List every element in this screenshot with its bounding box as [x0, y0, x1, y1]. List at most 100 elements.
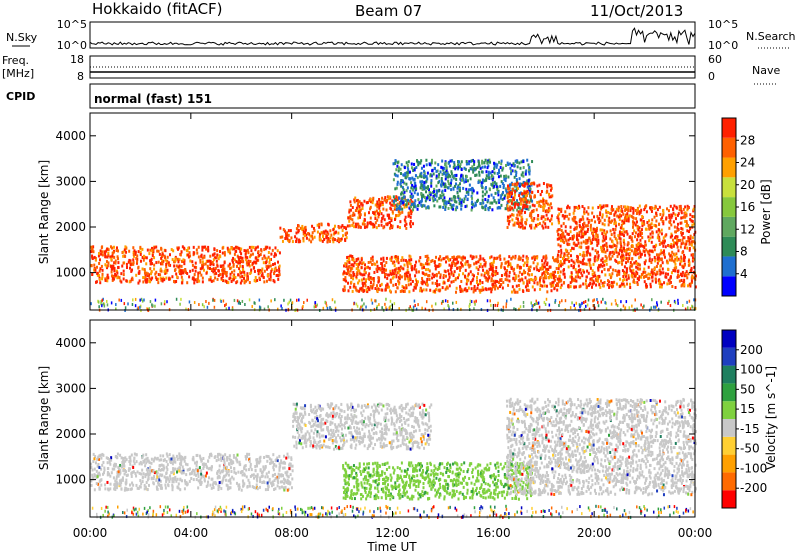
power-cell — [180, 275, 183, 279]
power-cell — [686, 204, 689, 208]
power-cell — [603, 280, 606, 284]
power-cell — [357, 198, 360, 202]
power-cell — [486, 166, 489, 170]
power-cell — [607, 268, 610, 272]
power-cell — [499, 174, 502, 178]
power-cell — [650, 268, 653, 272]
power-cell — [97, 254, 100, 258]
power-cell — [684, 205, 687, 209]
power-cell — [519, 182, 522, 186]
power-cell — [247, 251, 250, 255]
power-cell — [580, 271, 583, 275]
power-cell — [308, 238, 311, 242]
power-cell — [347, 281, 350, 285]
power-cell — [572, 234, 575, 238]
power-cell — [355, 272, 358, 276]
power-cell — [549, 219, 552, 223]
power-cell — [485, 178, 488, 182]
power-cell — [612, 227, 615, 231]
power-cell — [212, 270, 215, 274]
power-cell — [618, 248, 621, 252]
power-cell — [459, 197, 462, 201]
power-cell — [508, 192, 511, 196]
power-cell — [243, 249, 246, 253]
power-cell — [600, 205, 603, 209]
power-cell — [458, 182, 461, 186]
power-cell — [478, 258, 481, 262]
power-cell — [411, 279, 414, 283]
power-cell — [545, 267, 548, 271]
power-cell — [631, 304, 633, 308]
power-cell — [255, 246, 258, 250]
power-cell — [475, 299, 477, 303]
power-cell — [153, 246, 156, 250]
power-cell — [529, 199, 532, 203]
power-cell — [500, 159, 503, 163]
power-cell — [566, 242, 569, 246]
power-cell — [459, 285, 462, 289]
power-cell — [550, 275, 553, 279]
power-cell — [466, 197, 469, 201]
power-cell — [381, 288, 384, 292]
power-cell — [189, 254, 192, 258]
power-cell — [205, 247, 208, 251]
power-cell — [502, 190, 505, 194]
velocity-cell — [235, 481, 238, 485]
power-cell — [559, 233, 562, 237]
power-cell — [239, 250, 242, 254]
power-cell — [437, 288, 440, 292]
power-cell — [183, 259, 186, 263]
power-cell — [246, 256, 249, 260]
power-cell — [503, 273, 506, 277]
power-cell — [597, 217, 600, 221]
power-cell — [205, 271, 208, 275]
power-cell — [649, 285, 652, 289]
power-cell — [514, 159, 517, 163]
power-cell — [433, 261, 436, 265]
power-cell — [401, 186, 404, 190]
y-tick-label: 1000 — [55, 266, 86, 280]
power-cell — [209, 259, 212, 263]
power-cell — [201, 276, 204, 280]
power-cell — [487, 270, 490, 274]
power-cell — [539, 204, 542, 208]
power-cell — [614, 221, 617, 225]
power-cell — [403, 166, 406, 170]
power-cell — [522, 203, 525, 207]
power-cell — [470, 287, 473, 291]
power-cell — [505, 163, 508, 167]
power-cell — [458, 164, 461, 168]
power-cell — [187, 255, 190, 259]
power-cell — [380, 200, 383, 204]
power-cell — [437, 175, 440, 179]
power-cell — [608, 220, 611, 224]
power-cell — [225, 302, 227, 306]
power-cell — [501, 168, 504, 172]
power-cell — [605, 242, 608, 246]
power-cell — [537, 217, 540, 221]
power-cell — [221, 251, 224, 255]
power-cell — [683, 246, 686, 250]
power-cell — [563, 281, 566, 285]
power-cell — [479, 254, 482, 258]
power-cell — [612, 268, 615, 272]
power-cell — [451, 255, 454, 259]
power-cell — [686, 300, 688, 304]
power-cell — [486, 279, 489, 283]
power-cell — [597, 266, 600, 270]
power-cell — [531, 278, 534, 282]
power-cell — [313, 229, 316, 233]
power-cell — [453, 261, 456, 265]
power-cell — [367, 260, 370, 264]
power-cell — [569, 281, 572, 285]
power-cell — [500, 278, 503, 282]
power-cell — [579, 276, 582, 280]
power-cell — [479, 279, 482, 283]
power-cell — [452, 175, 455, 179]
power-cell — [476, 191, 479, 195]
power-cell — [490, 290, 493, 294]
power-cell — [241, 264, 244, 268]
power-cell — [276, 249, 279, 253]
power-cell — [319, 232, 322, 236]
power-cell — [601, 228, 604, 232]
